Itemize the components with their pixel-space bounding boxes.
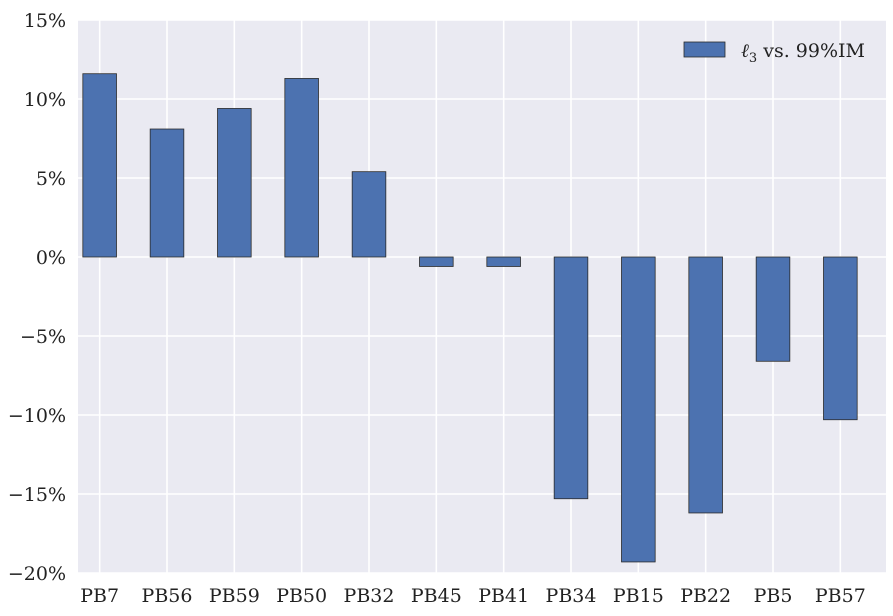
bars bbox=[82, 73, 858, 563]
y-tick-label: −10% bbox=[8, 405, 66, 427]
bar-pb22 bbox=[688, 256, 723, 514]
bar-pb45 bbox=[419, 256, 454, 267]
x-tick-label: PB50 bbox=[276, 585, 327, 607]
y-axis-ticks: 15% 10% 5% 0% −5% −10% −15% −20% bbox=[8, 10, 66, 585]
x-tick-label: PB7 bbox=[80, 585, 119, 607]
x-tick-label: PB22 bbox=[680, 585, 731, 607]
y-tick-label: −5% bbox=[20, 326, 66, 348]
x-tick-label: PB5 bbox=[754, 585, 793, 607]
y-tick-label: 5% bbox=[36, 168, 66, 190]
legend-label-main: ℓ bbox=[741, 40, 749, 62]
bar-pb57 bbox=[823, 256, 858, 421]
legend-label-rest: vs. 99%IM bbox=[757, 40, 865, 62]
bar-pb7 bbox=[82, 73, 117, 258]
bar-pb5 bbox=[755, 256, 791, 362]
bar-pb32 bbox=[351, 171, 387, 258]
y-tick-label: 0% bbox=[36, 247, 66, 269]
legend: ℓ3 vs. 99%IM bbox=[683, 40, 865, 66]
legend-swatch bbox=[683, 41, 726, 58]
bar-pb56 bbox=[149, 128, 185, 258]
y-tick-label: −15% bbox=[8, 484, 66, 506]
bar-pb59 bbox=[217, 108, 252, 258]
x-tick-label: PB57 bbox=[815, 585, 866, 607]
x-tick-label: PB32 bbox=[344, 585, 395, 607]
bar-pb15 bbox=[621, 256, 656, 563]
y-tick-label: −20% bbox=[8, 563, 66, 585]
bar-pb34 bbox=[553, 256, 589, 500]
x-tick-label: PB41 bbox=[478, 585, 529, 607]
x-tick-label: PB59 bbox=[209, 585, 260, 607]
plot-area bbox=[78, 20, 886, 573]
bar-pb50 bbox=[284, 78, 319, 258]
x-tick-label: PB45 bbox=[411, 585, 462, 607]
bar-pb41 bbox=[486, 256, 521, 267]
legend-label: ℓ3 vs. 99%IM bbox=[741, 40, 865, 66]
x-tick-label: PB15 bbox=[613, 585, 664, 607]
x-axis-ticks: PB7 PB56 PB59 PB50 PB32 PB45 PB41 PB34 PB15 PB22 P… bbox=[80, 585, 866, 607]
x-tick-label: PB56 bbox=[142, 585, 193, 607]
y-tick-label: 15% bbox=[24, 10, 66, 32]
legend-label-sub: 3 bbox=[749, 51, 757, 66]
y-tick-label: 10% bbox=[24, 89, 66, 111]
x-tick-label: PB34 bbox=[546, 585, 597, 607]
